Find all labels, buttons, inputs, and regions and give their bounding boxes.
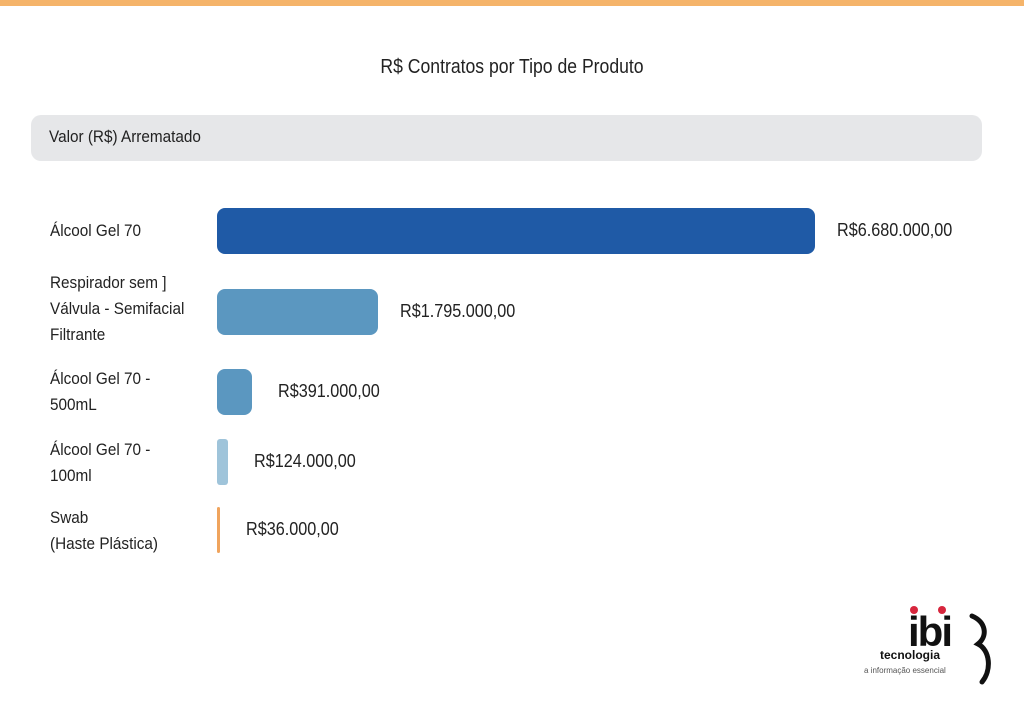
category-label: Álcool Gel 70 - 100ml xyxy=(50,440,151,485)
value-label: R$36.000,00 xyxy=(246,519,339,539)
logo-brand-text: ibi xyxy=(908,608,951,655)
value-label: R$124.000,00 xyxy=(254,451,356,471)
bar xyxy=(217,507,220,553)
series-header-label: Valor (R$) Arrematado xyxy=(49,127,201,146)
bar xyxy=(217,439,228,485)
value-label: R$1.795.000,00 xyxy=(400,301,516,321)
logo-tagline-text: a informação essencial xyxy=(864,666,946,675)
bar xyxy=(217,289,378,335)
chart-title: R$ Contratos por Tipo de Produto xyxy=(380,56,644,78)
ibi-logo: ibi tecnologia a informação essencial xyxy=(864,606,991,685)
category-label: Álcool Gel 70 - 500mL xyxy=(50,369,151,414)
category-label: Respirador sem ] Válvula - Semifacial Fi… xyxy=(50,273,185,344)
bar xyxy=(217,208,815,254)
bar xyxy=(217,369,252,415)
value-label: R$6.680.000,00 xyxy=(837,220,953,240)
category-label: Álcool Gel 70 xyxy=(50,221,142,240)
value-label: R$391.000,00 xyxy=(278,381,380,401)
logo-subtitle-text: tecnologia xyxy=(880,648,940,662)
top-accent-rule xyxy=(0,0,1024,6)
series-header-bar: Valor (R$) Arrematado xyxy=(31,115,982,161)
category-label: Swab (Haste Plástica) xyxy=(50,508,158,553)
